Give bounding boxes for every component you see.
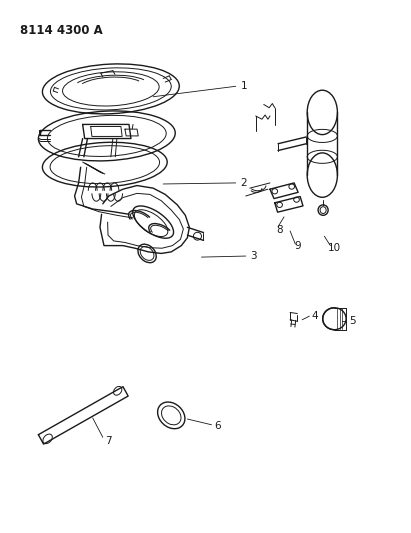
Text: 1: 1 xyxy=(240,82,247,91)
Text: 8114 4300 A: 8114 4300 A xyxy=(20,23,103,37)
Text: 10: 10 xyxy=(328,243,341,253)
Text: 7: 7 xyxy=(106,437,112,447)
Text: 9: 9 xyxy=(295,240,301,251)
Text: 5: 5 xyxy=(349,317,356,326)
Text: 4: 4 xyxy=(311,311,318,321)
Text: 6: 6 xyxy=(214,421,221,431)
Text: 2: 2 xyxy=(240,178,247,188)
Text: 8: 8 xyxy=(277,225,283,235)
Text: 3: 3 xyxy=(251,251,257,261)
